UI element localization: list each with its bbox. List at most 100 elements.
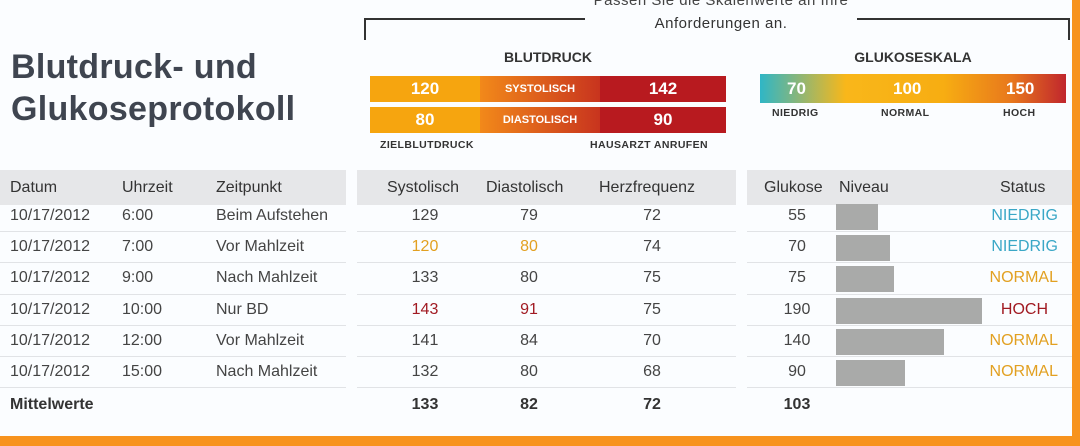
table-row[interactable]: 10/17/2012 7:00 Vor Mahlzeit 120 80 74 70 NIEDR… bbox=[0, 232, 1072, 263]
cell-systolisch[interactable]: 132 bbox=[411, 363, 439, 380]
cell-glukose[interactable]: 55 bbox=[788, 207, 806, 224]
row-divider bbox=[0, 231, 346, 233]
cell-status[interactable]: NIEDRIG bbox=[991, 238, 1058, 256]
row-divider bbox=[747, 387, 1072, 389]
page-title-line2: Glukoseprotokoll bbox=[11, 90, 296, 128]
cell-datum[interactable]: 10/17/2012 bbox=[10, 300, 91, 318]
cell-diastolisch[interactable]: 79 bbox=[520, 207, 538, 224]
col-header-herzfrequenz[interactable]: Herzfrequenz bbox=[599, 179, 696, 196]
systolic-call-value[interactable]: 142 bbox=[600, 76, 726, 102]
summary-heart-rate[interactable]: 72 bbox=[643, 396, 661, 413]
table-row[interactable]: 10/17/2012 6:00 Beim Aufstehen 129 79 72 55 NIE… bbox=[0, 201, 1072, 232]
cell-glukose[interactable]: 70 bbox=[788, 238, 806, 256]
call-doctor-caption: HAUSARZT ANRUFEN bbox=[590, 139, 709, 151]
cell-diastolisch[interactable]: 80 bbox=[520, 238, 538, 256]
cell-datum[interactable]: 10/17/2012 bbox=[10, 269, 91, 287]
systolic-scale[interactable]: 120 SYSTOLISCH 142 bbox=[370, 76, 726, 102]
diastolic-call-value[interactable]: 90 bbox=[600, 107, 726, 133]
cell-uhrzeit[interactable]: 7:00 bbox=[122, 238, 154, 256]
table-header-blood-pressure: Systolisch Diastolisch Herzfrequenz bbox=[357, 170, 736, 205]
cell-systolisch[interactable]: 143 bbox=[411, 300, 439, 318]
table-row[interactable]: 10/17/2012 15:00 Nach Mahlzeit 132 80 68 90 NOR… bbox=[0, 357, 1072, 388]
summary-label: Mittelwerte bbox=[10, 396, 94, 413]
cell-herzfrequenz[interactable]: 74 bbox=[643, 238, 661, 256]
cell-status[interactable]: NIEDRIG bbox=[991, 207, 1058, 224]
glucose-scale-bar[interactable]: 70 100 150 bbox=[760, 74, 1066, 103]
cell-status[interactable]: HOCH bbox=[1000, 300, 1048, 318]
glucose-high-value[interactable]: 150 bbox=[1006, 79, 1035, 98]
cell-zeitpunkt[interactable]: Nur BD bbox=[216, 300, 269, 318]
row-divider bbox=[357, 387, 736, 389]
table-row[interactable]: 10/17/2012 9:00 Nach Mahlzeit 133 80 75 75 NORM… bbox=[0, 263, 1072, 294]
glucose-low-value[interactable]: 70 bbox=[787, 79, 806, 98]
cell-zeitpunkt[interactable]: Nach Mahlzeit bbox=[216, 269, 318, 287]
col-header-niveau[interactable]: Niveau bbox=[839, 179, 889, 196]
cell-uhrzeit[interactable]: 9:00 bbox=[122, 269, 154, 287]
col-header-status[interactable]: Status bbox=[1000, 179, 1046, 196]
row-divider bbox=[0, 387, 346, 389]
cell-status[interactable]: NORMAL bbox=[989, 269, 1058, 287]
row-divider bbox=[747, 231, 1072, 233]
cell-herzfrequenz[interactable]: 75 bbox=[643, 300, 661, 318]
col-header-datum[interactable]: Datum bbox=[10, 179, 58, 196]
row-divider bbox=[747, 356, 1072, 357]
cell-status[interactable]: NORMAL bbox=[989, 363, 1058, 380]
cell-glukose[interactable]: 190 bbox=[783, 300, 811, 318]
target-bp-caption: ZIELBLUTDRUCK bbox=[380, 139, 474, 151]
cell-datum[interactable]: 10/17/2012 bbox=[10, 207, 91, 224]
diastolic-target-value[interactable]: 80 bbox=[370, 107, 480, 133]
cell-datum[interactable]: 10/17/2012 bbox=[10, 238, 91, 256]
cell-uhrzeit[interactable]: 12:00 bbox=[122, 331, 163, 349]
row-divider bbox=[0, 324, 346, 326]
summary-diastolic[interactable]: 82 bbox=[520, 396, 538, 413]
cell-zeitpunkt[interactable]: Vor Mahlzeit bbox=[216, 238, 305, 256]
col-header-diastolisch[interactable]: Diastolisch bbox=[486, 179, 564, 196]
cell-zeitpunkt[interactable]: Nach Mahlzeit bbox=[216, 363, 318, 380]
cell-uhrzeit[interactable]: 6:00 bbox=[122, 207, 154, 224]
cell-systolisch[interactable]: 120 bbox=[411, 238, 439, 256]
cell-herzfrequenz[interactable]: 75 bbox=[643, 269, 661, 287]
systolic-target-value[interactable]: 120 bbox=[370, 76, 480, 102]
cell-diastolisch[interactable]: 80 bbox=[520, 363, 538, 380]
page-title-line1: Blutdruck- und bbox=[11, 48, 257, 86]
row-divider bbox=[0, 293, 346, 295]
summary-systolic[interactable]: 133 bbox=[411, 396, 439, 413]
row-divider bbox=[747, 293, 1072, 295]
cell-uhrzeit[interactable]: 15:00 bbox=[122, 363, 163, 380]
cell-diastolisch[interactable]: 91 bbox=[520, 300, 538, 318]
table-row[interactable]: 10/17/2012 10:00 Nur BD 143 91 75 190 HOCH bbox=[0, 295, 1072, 326]
col-header-glukose[interactable]: Glukose bbox=[764, 179, 823, 196]
cell-datum[interactable]: 10/17/2012 bbox=[10, 363, 91, 380]
table-header-glucose: Glukose Niveau Status bbox=[747, 170, 1072, 205]
col-header-uhrzeit[interactable]: Uhrzeit bbox=[122, 179, 173, 196]
cell-systolisch[interactable]: 129 bbox=[411, 207, 439, 224]
cell-systolisch[interactable]: 141 bbox=[411, 331, 439, 349]
cell-status[interactable]: NORMAL bbox=[989, 331, 1058, 349]
table-row[interactable]: 10/17/2012 12:00 Vor Mahlzeit 141 84 70 140 NOR… bbox=[0, 326, 1072, 357]
row-divider bbox=[747, 324, 1072, 326]
col-header-zeitpunkt[interactable]: Zeitpunkt bbox=[216, 179, 282, 196]
col-header-systolisch[interactable]: Systolisch bbox=[387, 179, 460, 196]
glucose-normal-value[interactable]: 100 bbox=[893, 79, 922, 98]
cell-herzfrequenz[interactable]: 70 bbox=[643, 331, 661, 349]
cell-uhrzeit[interactable]: 10:00 bbox=[122, 300, 163, 318]
cell-diastolisch[interactable]: 84 bbox=[520, 331, 538, 349]
cell-herzfrequenz[interactable]: 72 bbox=[643, 207, 661, 224]
row-divider bbox=[357, 262, 736, 264]
cell-zeitpunkt[interactable]: Beim Aufstehen bbox=[216, 207, 329, 224]
cell-glukose[interactable]: 75 bbox=[788, 269, 806, 287]
summary-glucose[interactable]: 103 bbox=[783, 396, 811, 413]
cell-herzfrequenz[interactable]: 68 bbox=[643, 363, 661, 380]
diastolic-scale-label: DIASTOLISCH bbox=[480, 107, 600, 133]
table-header-general: Datum Uhrzeit Zeitpunkt bbox=[0, 170, 346, 205]
cell-glukose[interactable]: 140 bbox=[783, 331, 811, 349]
cell-systolisch[interactable]: 133 bbox=[411, 269, 439, 287]
cell-diastolisch[interactable]: 80 bbox=[520, 269, 538, 287]
spreadsheet: Passen Sie die Skalenwerte an Ihre Anfor… bbox=[0, 0, 1072, 436]
cell-datum[interactable]: 10/17/2012 bbox=[10, 331, 91, 349]
cell-zeitpunkt[interactable]: Vor Mahlzeit bbox=[216, 331, 305, 349]
row-divider bbox=[357, 293, 736, 295]
diastolic-scale[interactable]: 80 DIASTOLISCH 90 bbox=[370, 107, 726, 133]
cell-glukose[interactable]: 90 bbox=[788, 363, 806, 380]
glucose-level-bar bbox=[836, 204, 878, 230]
